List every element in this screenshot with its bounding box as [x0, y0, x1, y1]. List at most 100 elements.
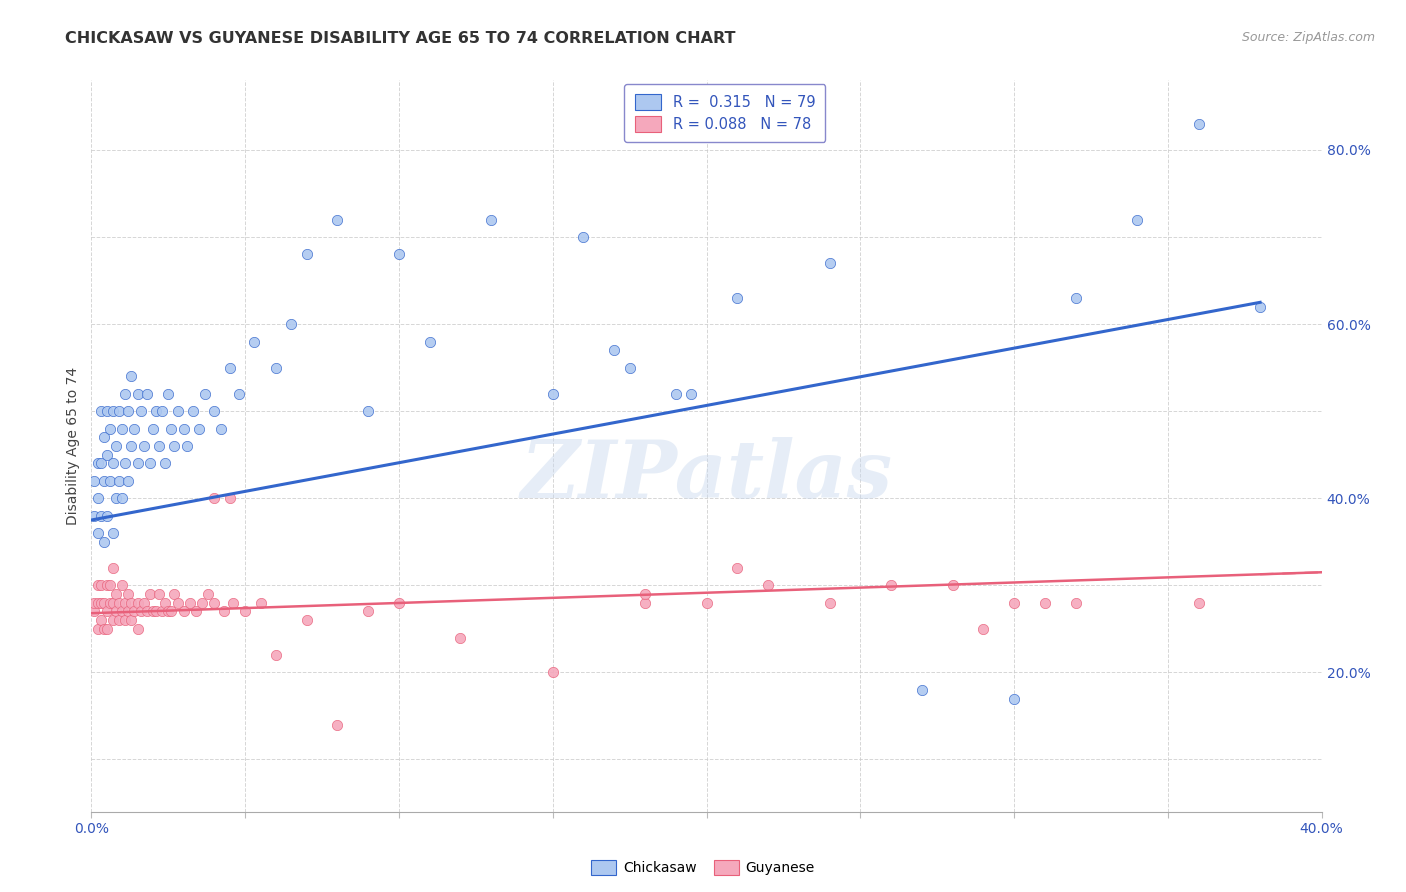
Point [326, 212, 349, 227]
Point [90, 613, 112, 627]
Point [93, 622, 115, 636]
Point [98, 421, 121, 435]
Point [108, 613, 131, 627]
Point [142, 604, 165, 618]
Text: ZIPatlas: ZIPatlas [520, 436, 893, 514]
Point [148, 587, 170, 601]
Point [157, 604, 180, 618]
Point [135, 604, 157, 618]
Point [105, 439, 127, 453]
Point [173, 604, 195, 618]
Point [83, 508, 105, 523]
Text: Source: ZipAtlas.com: Source: ZipAtlas.com [1241, 31, 1375, 45]
Point [114, 457, 136, 471]
Point [222, 596, 245, 610]
Point [114, 386, 136, 401]
Point [93, 474, 115, 488]
Point [696, 596, 718, 610]
Point [120, 439, 142, 453]
Point [388, 247, 411, 261]
Point [209, 421, 232, 435]
Point [142, 421, 165, 435]
Point [153, 596, 177, 610]
Point [132, 596, 155, 610]
Point [101, 596, 124, 610]
Point [194, 386, 217, 401]
Point [249, 596, 271, 610]
Point [150, 604, 173, 618]
Point [105, 491, 127, 506]
Point [98, 596, 121, 610]
Point [572, 230, 595, 244]
Point [541, 665, 564, 680]
Point [188, 421, 211, 435]
Point [127, 622, 149, 636]
Point [117, 404, 139, 418]
Point [86, 457, 108, 471]
Point [96, 448, 118, 462]
Point [124, 421, 146, 435]
Point [184, 604, 207, 618]
Point [166, 596, 188, 610]
Point [163, 439, 186, 453]
Y-axis label: Disability Age 65 to 74: Disability Age 65 to 74 [66, 367, 80, 525]
Point [114, 596, 136, 610]
Point [191, 596, 214, 610]
Point [357, 404, 380, 418]
Point [101, 561, 124, 575]
Point [93, 430, 115, 444]
Point [96, 404, 118, 418]
Point [419, 334, 441, 349]
Point [243, 334, 266, 349]
Point [197, 587, 219, 601]
Point [83, 604, 105, 618]
Point [295, 613, 318, 627]
Point [124, 604, 146, 618]
Point [101, 457, 124, 471]
Point [86, 491, 108, 506]
Point [150, 404, 173, 418]
Point [280, 317, 302, 331]
Point [449, 631, 471, 645]
Point [1002, 596, 1025, 610]
Point [202, 596, 225, 610]
Point [725, 561, 748, 575]
Point [173, 421, 195, 435]
Point [86, 526, 108, 541]
Point [603, 343, 626, 358]
Point [218, 360, 240, 375]
Point [818, 596, 841, 610]
Point [129, 604, 152, 618]
Point [634, 596, 657, 610]
Point [295, 247, 318, 261]
Point [90, 508, 112, 523]
Point [108, 596, 131, 610]
Point [101, 613, 124, 627]
Point [83, 596, 105, 610]
Point [818, 256, 841, 270]
Point [111, 491, 134, 506]
Point [160, 421, 183, 435]
Point [120, 369, 142, 384]
Point [179, 596, 201, 610]
Point [880, 578, 903, 592]
Point [101, 404, 124, 418]
Legend: R =  0.315   N = 79, R = 0.088   N = 78: R = 0.315 N = 79, R = 0.088 N = 78 [624, 84, 825, 142]
Point [160, 604, 183, 618]
Point [1187, 117, 1209, 131]
Point [153, 457, 177, 471]
Point [756, 578, 779, 592]
Point [127, 596, 149, 610]
Point [264, 648, 287, 662]
Point [665, 386, 688, 401]
Point [127, 457, 149, 471]
Point [911, 682, 934, 697]
Point [1126, 212, 1149, 227]
Point [98, 578, 121, 592]
Point [127, 386, 149, 401]
Point [218, 491, 240, 506]
Point [86, 578, 108, 592]
Point [145, 604, 167, 618]
Point [139, 587, 162, 601]
Point [96, 578, 118, 592]
